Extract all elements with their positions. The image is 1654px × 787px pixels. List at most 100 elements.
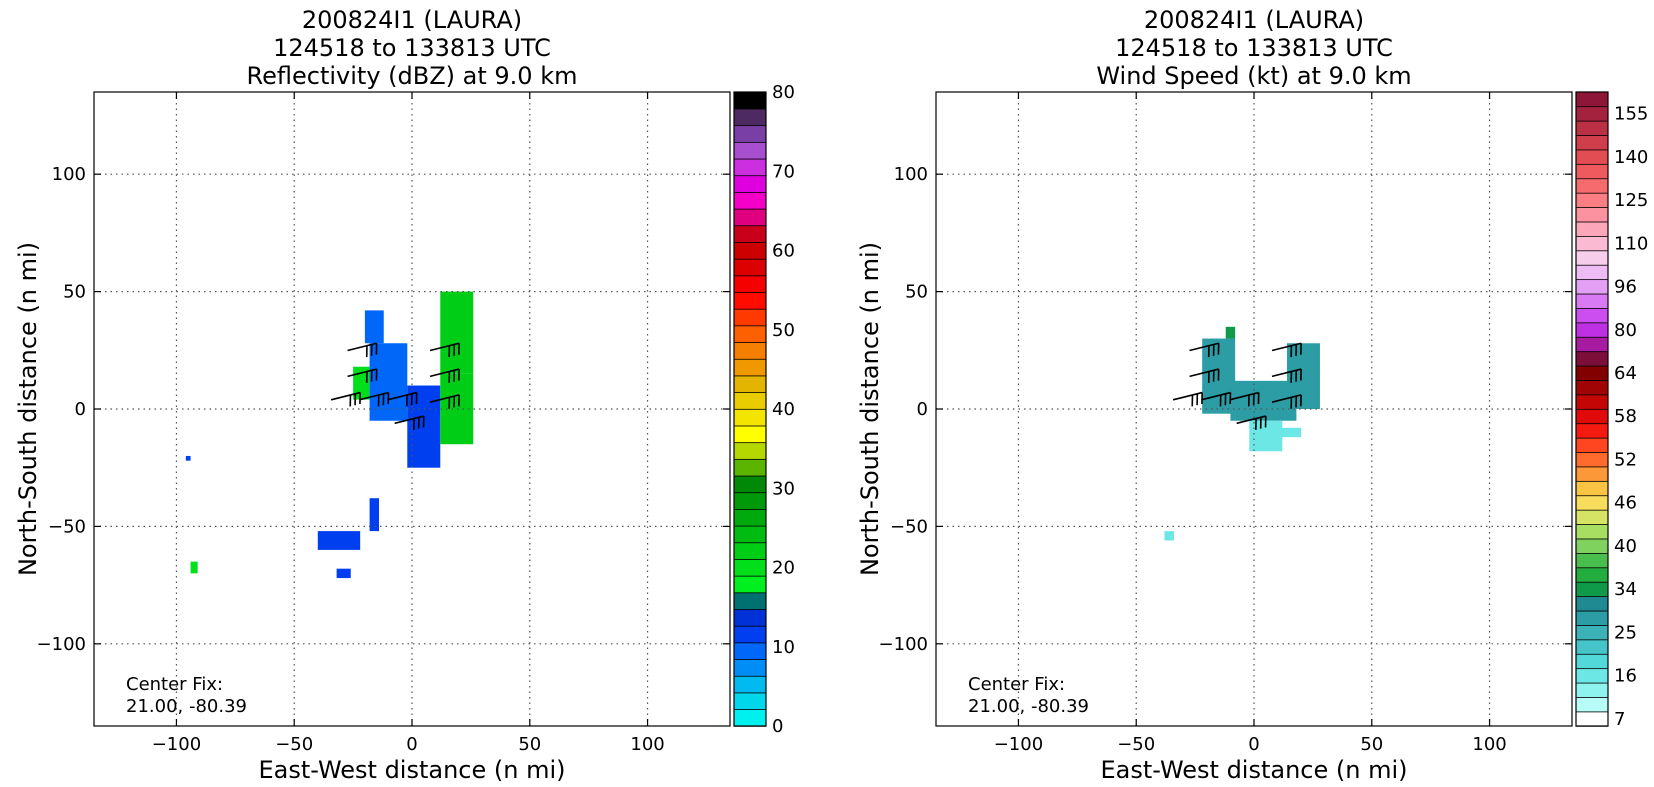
colorbar-band bbox=[1575, 610, 1609, 626]
barb-shaft bbox=[1172, 391, 1203, 401]
colorbar-band bbox=[1575, 495, 1609, 511]
barb-flag bbox=[1255, 418, 1257, 430]
barb-flag bbox=[1217, 343, 1220, 355]
x-tick-label: 100 bbox=[630, 734, 664, 755]
colorbar-band bbox=[1575, 134, 1609, 151]
barb-flag bbox=[1290, 397, 1293, 409]
x-tick-label: −50 bbox=[275, 734, 313, 755]
x-tick-label: −100 bbox=[994, 734, 1043, 755]
colorbar-band bbox=[733, 158, 767, 177]
y-tick-label: −100 bbox=[37, 634, 86, 655]
colorbar-band bbox=[1575, 667, 1609, 684]
barb-shaft bbox=[1271, 368, 1302, 378]
barb-flag bbox=[365, 371, 368, 383]
barb-flag bbox=[1300, 343, 1302, 355]
data-region-5 bbox=[440, 373, 474, 445]
wind-barbs bbox=[1172, 342, 1302, 430]
barb-flag bbox=[1259, 417, 1262, 429]
colorbar-band bbox=[1575, 408, 1609, 425]
colorbar-band bbox=[1575, 581, 1609, 598]
wind-barbs bbox=[330, 342, 460, 430]
x-axis-label: East-West distance (n mi) bbox=[258, 756, 565, 784]
colorbar-band bbox=[733, 475, 767, 494]
x-axis-label: East-West distance (n mi) bbox=[1100, 756, 1407, 784]
barb-shaft bbox=[359, 391, 389, 401]
barb-shaft bbox=[330, 391, 361, 401]
colorbar-band bbox=[1575, 466, 1609, 482]
colorbar-label: 10 bbox=[772, 637, 795, 658]
colorbar-band bbox=[1575, 250, 1609, 266]
barb-shaft bbox=[1229, 391, 1259, 401]
colorbar-label: 0 bbox=[772, 716, 783, 737]
colorbar-label: 80 bbox=[772, 82, 795, 103]
barb-flag bbox=[1212, 344, 1215, 356]
colorbar-band bbox=[1575, 221, 1609, 237]
wind-barb-2 bbox=[1189, 368, 1220, 383]
wind-barb-7 bbox=[429, 368, 460, 383]
barb-flag bbox=[1201, 392, 1203, 404]
colorbar-label: 25 bbox=[1614, 622, 1637, 643]
colorbar-label: 140 bbox=[1614, 147, 1648, 168]
colorbar-band bbox=[1575, 365, 1609, 381]
colorbar-band bbox=[1575, 639, 1609, 655]
barb-flag bbox=[1295, 344, 1298, 356]
wind-barb-5 bbox=[387, 391, 418, 407]
colorbar-band bbox=[733, 458, 767, 477]
wind-barb-9 bbox=[394, 415, 425, 430]
chart-title-line-1: 200824I1 (LAURA) bbox=[1144, 6, 1364, 34]
colorbar-band bbox=[733, 708, 767, 727]
barb-flag bbox=[413, 418, 415, 430]
colorbar-label: 80 bbox=[1614, 320, 1637, 341]
colorbar-band bbox=[1575, 293, 1609, 309]
colorbar-band bbox=[733, 558, 767, 577]
colorbar-band bbox=[1575, 624, 1609, 641]
barb-flag bbox=[1196, 393, 1199, 406]
barb-flag bbox=[448, 345, 451, 358]
colorbar-band bbox=[733, 675, 767, 694]
barb-flag bbox=[375, 343, 378, 355]
colorbar-band bbox=[1575, 437, 1609, 453]
data-region-6 bbox=[440, 291, 474, 374]
barb-flag bbox=[415, 392, 418, 404]
colorbar-band bbox=[733, 225, 767, 243]
colorbar-band bbox=[733, 525, 767, 544]
wind-barb-5 bbox=[1229, 391, 1260, 407]
colorbar-band bbox=[1575, 163, 1609, 180]
wind-barb-8 bbox=[429, 394, 460, 409]
barb-flag bbox=[453, 396, 456, 408]
y-tick-label: 100 bbox=[52, 164, 86, 185]
data-region-9 bbox=[336, 568, 351, 579]
barb-flag bbox=[359, 392, 361, 404]
colorbar-band bbox=[1575, 350, 1609, 367]
center-fix-label: Center Fix: bbox=[968, 674, 1065, 695]
colorbar-band bbox=[1575, 523, 1609, 540]
colorbar-label: 110 bbox=[1614, 233, 1648, 254]
data-field bbox=[185, 291, 474, 579]
barb-shaft bbox=[387, 391, 417, 401]
x-tick-label: 50 bbox=[1360, 734, 1383, 755]
colorbar-band bbox=[1575, 682, 1609, 698]
barb-shaft bbox=[1236, 415, 1266, 425]
colorbar-band bbox=[733, 608, 767, 627]
colorbar-band bbox=[1575, 235, 1609, 252]
data-region-6 bbox=[1164, 531, 1174, 541]
colorbar-label: 96 bbox=[1614, 277, 1637, 298]
colorbar-band bbox=[1575, 595, 1609, 612]
colorbar-band bbox=[733, 291, 767, 310]
panel-2: −100 −50 0 50 100 −100 −50 0 50 100 200824I1 (LAUR… bbox=[856, 6, 1648, 784]
colorbar-band bbox=[733, 275, 767, 293]
barb-flag bbox=[458, 369, 460, 381]
colorbar-band bbox=[1575, 106, 1609, 122]
colorbar-frame bbox=[733, 91, 767, 727]
chart-title-line-2: 124518 to 133813 UTC bbox=[273, 34, 551, 62]
x-tick-label: 0 bbox=[406, 734, 417, 755]
x-tick-label: 100 bbox=[1472, 734, 1506, 755]
barb-flag bbox=[1219, 394, 1222, 407]
chart-title-line-1: 200824I1 (LAURA) bbox=[302, 6, 522, 34]
data-region-10 bbox=[190, 561, 198, 574]
barb-shaft bbox=[429, 368, 460, 378]
colorbar-label: 40 bbox=[1614, 536, 1637, 557]
barb-flag bbox=[370, 344, 373, 356]
data-region-3 bbox=[369, 343, 408, 421]
data-field bbox=[1164, 326, 1320, 541]
